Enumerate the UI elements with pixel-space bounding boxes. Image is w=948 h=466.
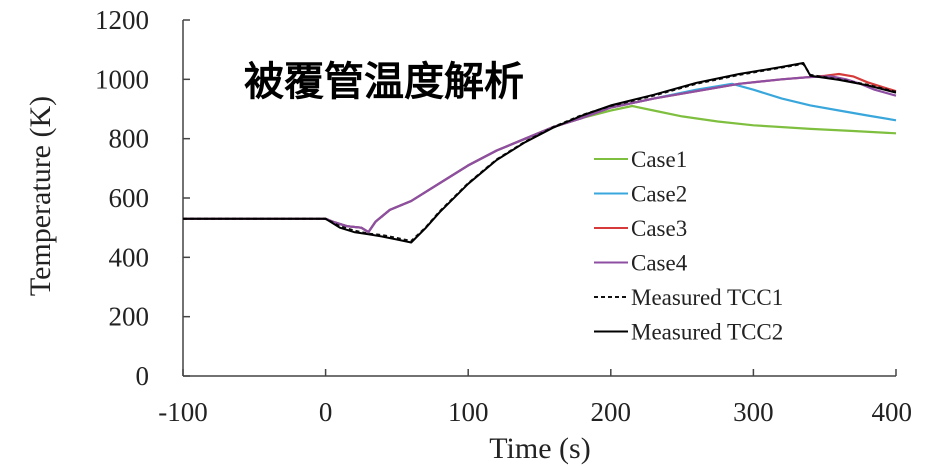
legend-label: Case3 xyxy=(631,216,687,241)
y-tick-label: 400 xyxy=(109,242,150,272)
series-line-case4 xyxy=(183,75,897,234)
x-tick-label: 100 xyxy=(448,397,489,427)
y-tick-label: 600 xyxy=(109,183,150,213)
x-tick-label: 200 xyxy=(591,397,632,427)
legend-label: Case4 xyxy=(631,251,688,276)
tick-labels: 0 200 400 600 800 1000 1200 -100 0 100 200 300 400 xyxy=(95,5,912,427)
x-axis-title: Time (s) xyxy=(489,432,590,465)
series-line-measured-tcc2 xyxy=(183,62,897,244)
y-tick-label: 1200 xyxy=(95,5,149,35)
legend-label: Measured TCC1 xyxy=(631,285,783,310)
y-tick-label: 800 xyxy=(109,124,150,154)
x-tick-label: 300 xyxy=(733,397,774,427)
chart-title: 被覆管温度解析 xyxy=(244,59,524,105)
y-axis-title: Temperature (K) xyxy=(24,96,57,296)
legend-label: Case2 xyxy=(631,182,687,207)
legend-label: Measured TCC2 xyxy=(631,320,783,345)
x-tick-label: 0 xyxy=(319,397,333,427)
x-tick-label: -100 xyxy=(158,397,208,427)
y-tick-label: 200 xyxy=(109,302,150,332)
series-line-case1 xyxy=(183,104,897,234)
y-tick-label: 1000 xyxy=(95,64,149,94)
x-tick-label: 400 xyxy=(872,397,913,427)
y-tick-label: 0 xyxy=(136,361,150,391)
legend-label: Case1 xyxy=(631,147,687,172)
series-line-case2 xyxy=(183,82,897,234)
series-lines xyxy=(183,62,897,244)
legend: Case1 Case2 Case3 Case4 Measured TCC1 Measure… xyxy=(594,147,783,345)
